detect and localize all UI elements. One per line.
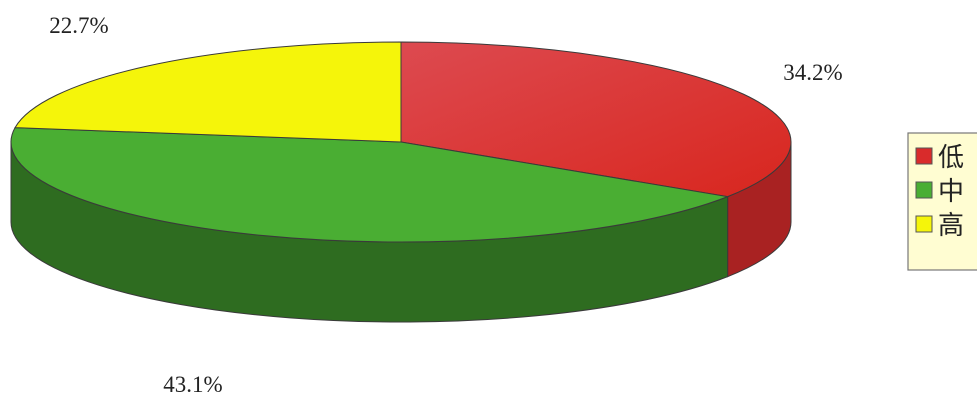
- legend-swatch-0: [915, 147, 933, 165]
- pie-slice-1: [10, 127, 730, 243]
- pie-labels: 34.2% 43.1% 22.7%: [49, 13, 842, 397]
- slice-label-1: 43.1%: [163, 372, 222, 397]
- legend-swatch-1: [915, 181, 933, 199]
- legend-label-1: 中: [938, 177, 964, 207]
- legend-swatch-2: [915, 215, 933, 233]
- slice-label-2: 22.7%: [49, 13, 108, 38]
- legend: 低中高: [907, 132, 977, 271]
- slice-label-0: 34.2%: [783, 60, 842, 85]
- legend-label-2: 高: [938, 211, 964, 241]
- pie-tops: [10, 41, 792, 243]
- legend-label-0: 低: [938, 143, 964, 173]
- pie-slice-2: [14, 41, 402, 143]
